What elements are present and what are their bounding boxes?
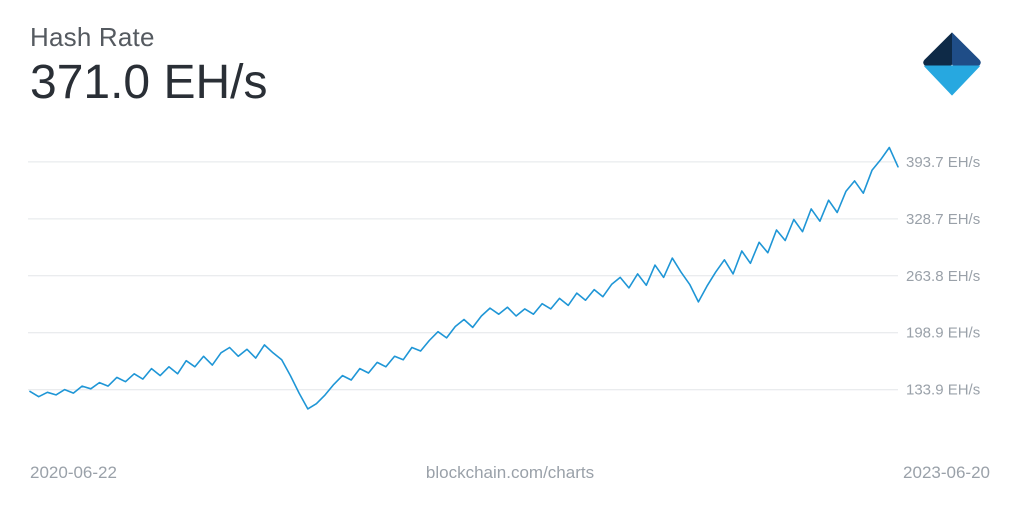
y-tick-label: 328.7 EH/s bbox=[906, 211, 980, 228]
chart-footer: 2020-06-22 blockchain.com/charts 2023-06… bbox=[30, 463, 990, 483]
y-tick-label: 393.7 EH/s bbox=[906, 154, 980, 171]
blockchain-logo-icon bbox=[916, 28, 988, 100]
hashrate-line-chart: 133.9 EH/s 198.9 EH/s 263.8 EH/s 328.7 EH/s… bbox=[28, 130, 996, 437]
chart-source-label: blockchain.com/charts bbox=[30, 463, 990, 483]
y-tick-label: 263.8 EH/s bbox=[906, 268, 980, 285]
y-tick-label: 198.9 EH/s bbox=[906, 325, 980, 342]
chart-current-value: 371.0 EH/s bbox=[30, 55, 267, 110]
chart-title: Hash Rate bbox=[30, 22, 267, 53]
y-tick-label: 133.9 EH/s bbox=[906, 382, 980, 399]
chart-header: Hash Rate 371.0 EH/s bbox=[30, 22, 267, 110]
